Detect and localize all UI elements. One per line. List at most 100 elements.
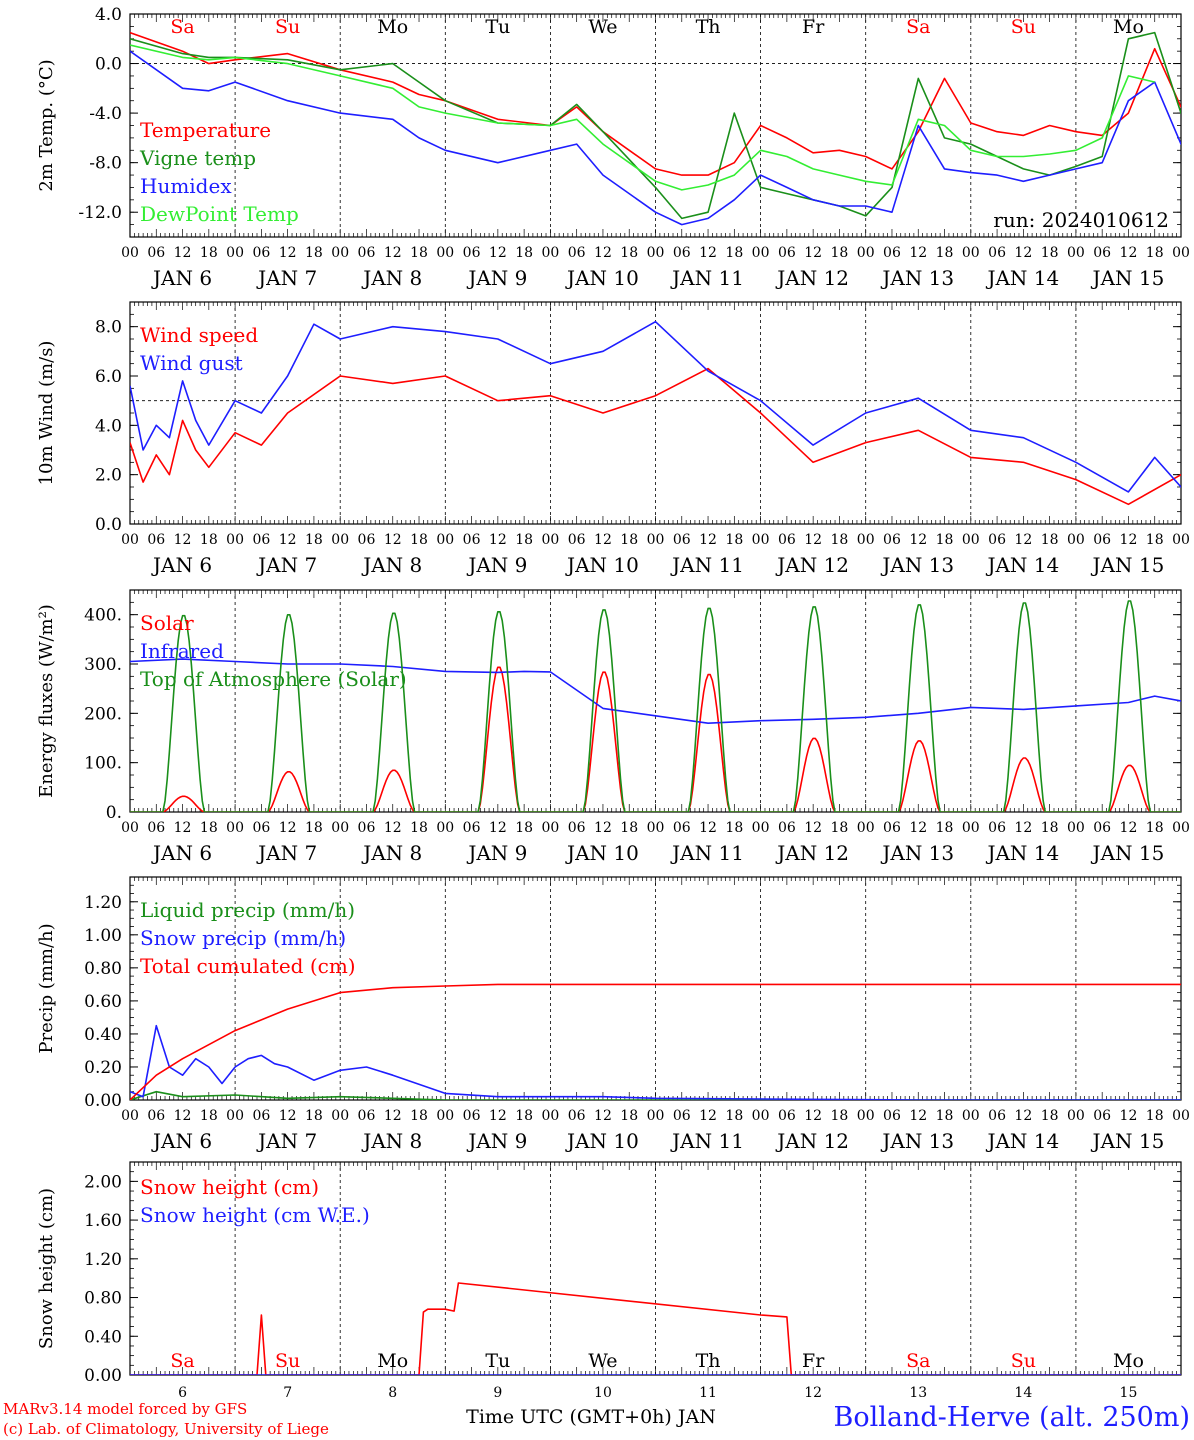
panel-4: 1.20 1.00 0.80 0.60 0.40 0.20 0.00 Precip (mm/h… xyxy=(36,876,1190,1153)
credit-line-1: MARv3.14 model forced by GFS xyxy=(3,1400,247,1418)
series-group xyxy=(130,320,1181,506)
hour-tick-label: 18 xyxy=(410,245,428,261)
y-tick-label: 0.40 xyxy=(84,1327,122,1347)
hour-tick-label: 00 xyxy=(121,820,139,836)
date-label: JAN 9 xyxy=(466,841,527,865)
series-line-snow-height-cm xyxy=(130,1282,1181,1375)
series-line-wind-gust xyxy=(130,320,1181,493)
hour-tick-label: 06 xyxy=(568,1108,586,1124)
hour-tick-label: 18 xyxy=(200,820,218,836)
hour-tick-label: 00 xyxy=(1172,820,1190,836)
day-name-label: Sa xyxy=(906,1350,930,1372)
legend-entry: DewPoint Temp xyxy=(140,202,299,226)
y-tick-label: -12.0 xyxy=(78,203,122,223)
hour-tick-label: 18 xyxy=(620,820,638,836)
hour-tick-label: 00 xyxy=(541,1108,559,1124)
hour-tick-label: 12 xyxy=(804,820,822,836)
hour-tick-label: 18 xyxy=(305,1108,323,1124)
hour-tick-label: 06 xyxy=(252,1108,270,1124)
date-label: JAN 11 xyxy=(670,1129,744,1153)
day-name-label: Fr xyxy=(802,1350,825,1372)
y-tick-label: 2.00 xyxy=(84,1172,122,1192)
hour-tick-label: 06 xyxy=(568,245,586,261)
meteogram-panels: 4.0 0.0 -4.0 -8.0 -12.0 2m Temp. (°C) 00 06 12 18… xyxy=(36,5,1190,1401)
hour-tick-label: 00 xyxy=(752,532,770,548)
hour-tick-label: 00 xyxy=(857,532,875,548)
hour-tick-label: 06 xyxy=(252,245,270,261)
y-tick-label: 100. xyxy=(84,754,122,774)
hour-tick-label: 00 xyxy=(1172,245,1190,261)
hour-tick-label: 18 xyxy=(725,1108,743,1124)
hour-tick-label: 18 xyxy=(1146,245,1164,261)
date-label: JAN 9 xyxy=(466,553,527,577)
hour-tick-label: 06 xyxy=(778,532,796,548)
hour-tick-label: 18 xyxy=(305,820,323,836)
hour-tick-label: 06 xyxy=(147,532,165,548)
series-group xyxy=(130,600,1181,812)
date-label: JAN 7 xyxy=(256,553,317,577)
legend-entry: Total cumulated (cm) xyxy=(140,954,356,978)
hour-tick-label: 12 xyxy=(384,820,402,836)
hour-tick-label: 18 xyxy=(620,532,638,548)
date-label: JAN 8 xyxy=(361,266,422,290)
hour-tick-label: 18 xyxy=(515,532,533,548)
hour-tick-label: 12 xyxy=(489,245,507,261)
hour-tick-label: 12 xyxy=(384,1108,402,1124)
hour-tick-label: 12 xyxy=(489,532,507,548)
hour-tick-label: 18 xyxy=(620,245,638,261)
day-name-label: Su xyxy=(1011,16,1036,38)
hour-tick-label: 18 xyxy=(410,820,428,836)
hour-tick-label: 06 xyxy=(358,820,376,836)
day-name-label: Mo xyxy=(377,1350,408,1372)
legend-entry: Snow height (cm) xyxy=(140,1175,319,1199)
date-label: JAN 7 xyxy=(256,1129,317,1153)
y-tick-label: 1.20 xyxy=(84,1250,122,1270)
hour-tick-label: 18 xyxy=(515,245,533,261)
date-label: JAN 6 xyxy=(151,266,212,290)
series-line-temperature xyxy=(130,31,1181,176)
hour-tick-label: 00 xyxy=(1172,532,1190,548)
series-group xyxy=(130,1282,1181,1375)
hour-tick-label: 12 xyxy=(804,532,822,548)
date-label: JAN 8 xyxy=(361,1129,422,1153)
hour-tick-label: 06 xyxy=(147,1108,165,1124)
y-axis-label: 2m Temp. (°C) xyxy=(36,59,57,191)
y-tick-label: 0.0 xyxy=(95,515,122,535)
date-label: JAN 11 xyxy=(670,841,744,865)
date-label: JAN 7 xyxy=(256,841,317,865)
hour-tick-label: 12 xyxy=(489,820,507,836)
legend-entry: Wind speed xyxy=(140,323,258,347)
series-line-infrared xyxy=(130,658,1181,725)
date-label: JAN 15 xyxy=(1091,1129,1165,1153)
y-tick-label: 4.0 xyxy=(95,416,122,436)
hour-tick-label: 18 xyxy=(1041,820,1059,836)
series-line-snow-precip-mm-h xyxy=(130,1024,1181,1100)
hour-tick-label: 18 xyxy=(936,820,954,836)
day-number-label: 13 xyxy=(909,1385,927,1401)
hour-tick-label: 12 xyxy=(1120,820,1138,836)
hour-tick-label: 12 xyxy=(489,1108,507,1124)
date-label: JAN 13 xyxy=(880,266,954,290)
date-label: JAN 11 xyxy=(670,266,744,290)
date-label: JAN 10 xyxy=(565,841,639,865)
hour-tick-label: 00 xyxy=(1067,1108,1085,1124)
hour-tick-label: 06 xyxy=(988,245,1006,261)
hour-tick-label: 00 xyxy=(752,1108,770,1124)
hour-tick-label: 06 xyxy=(358,245,376,261)
hour-tick-label: 12 xyxy=(1014,820,1032,836)
day-number-label: 12 xyxy=(804,1385,822,1401)
date-label: JAN 13 xyxy=(880,553,954,577)
date-label: JAN 13 xyxy=(880,1129,954,1153)
day-name-label: Sa xyxy=(170,16,194,38)
credit-line-2: (c) Lab. of Climatology, University of L… xyxy=(3,1420,329,1438)
series-line-liquid-precip-mm-h xyxy=(130,1090,1181,1100)
hour-tick-label: 18 xyxy=(200,245,218,261)
x-axis-title: Time UTC (GMT+0h) JAN xyxy=(466,1406,716,1428)
hour-tick-label: 06 xyxy=(673,1108,691,1124)
hour-tick-label: 18 xyxy=(1146,532,1164,548)
day-number-label: 7 xyxy=(283,1385,292,1401)
y-tick-label: 0.80 xyxy=(84,1289,122,1309)
hour-tick-label: 12 xyxy=(594,245,612,261)
hour-tick-label: 18 xyxy=(200,532,218,548)
hour-tick-label: 00 xyxy=(962,1108,980,1124)
